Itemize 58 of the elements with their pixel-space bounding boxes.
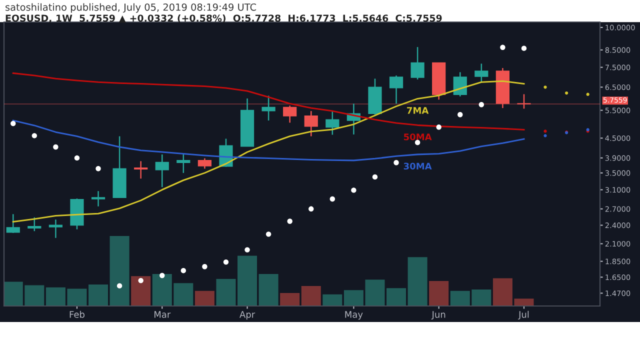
point bbox=[202, 264, 208, 270]
point bbox=[372, 174, 378, 180]
point bbox=[244, 247, 250, 252]
x-tick-label: Jun bbox=[431, 311, 446, 320]
point bbox=[521, 46, 527, 51]
point bbox=[394, 160, 399, 166]
candlestick bbox=[6, 214, 20, 234]
candlestick bbox=[198, 158, 212, 170]
candlestick bbox=[474, 63, 488, 83]
x-tick-label: Apr bbox=[240, 311, 256, 320]
point bbox=[32, 133, 38, 138]
candlestick bbox=[453, 72, 467, 98]
point bbox=[53, 144, 58, 150]
candlestick bbox=[91, 190, 106, 207]
x-tick-label: Mar bbox=[154, 311, 171, 318]
point bbox=[500, 44, 506, 50]
series-label: 7MA bbox=[407, 107, 429, 114]
candlestick bbox=[262, 95, 276, 122]
point bbox=[308, 206, 314, 212]
point bbox=[458, 112, 463, 118]
point bbox=[351, 188, 356, 193]
point bbox=[160, 272, 165, 278]
point bbox=[544, 86, 547, 89]
candlestick bbox=[48, 218, 62, 239]
series-label: 50MA bbox=[404, 133, 432, 140]
x-tick-label: Jul bbox=[518, 310, 529, 320]
point bbox=[544, 130, 547, 133]
candlestick bbox=[134, 160, 148, 180]
x-tick-label: May bbox=[345, 311, 363, 320]
candlestick bbox=[28, 216, 42, 232]
candlestick bbox=[304, 110, 318, 137]
chart-subtitle: EOSUSD, 1W 5.7559 ▲ +0.0332 (+0.58%) O:5.7728 H:6.1773 L:5.5646 C:5.7559 bbox=[6, 14, 442, 23]
point bbox=[330, 196, 336, 202]
point bbox=[74, 155, 80, 161]
candlestick bbox=[389, 74, 404, 104]
point bbox=[478, 102, 484, 108]
x-tick-label: Feb bbox=[70, 310, 84, 318]
candlestick bbox=[283, 104, 297, 124]
series-label: 30MA bbox=[404, 162, 432, 170]
point bbox=[266, 232, 272, 237]
candlestick bbox=[326, 110, 340, 136]
point bbox=[586, 92, 590, 96]
line-series bbox=[12, 72, 525, 131]
candlestick bbox=[155, 154, 169, 188]
point bbox=[565, 91, 568, 95]
point bbox=[287, 218, 292, 224]
point bbox=[223, 259, 229, 265]
point bbox=[180, 268, 186, 274]
chart-title: satoshilatino published, July 05, 2019 08:19:49 UTC bbox=[6, 3, 256, 13]
candlestick bbox=[410, 46, 424, 80]
point bbox=[10, 120, 16, 126]
point bbox=[96, 166, 101, 172]
point bbox=[544, 134, 547, 138]
point bbox=[138, 278, 144, 284]
point bbox=[436, 124, 442, 130]
candlestick bbox=[517, 94, 531, 110]
point bbox=[116, 283, 122, 288]
candlestick bbox=[176, 154, 190, 174]
